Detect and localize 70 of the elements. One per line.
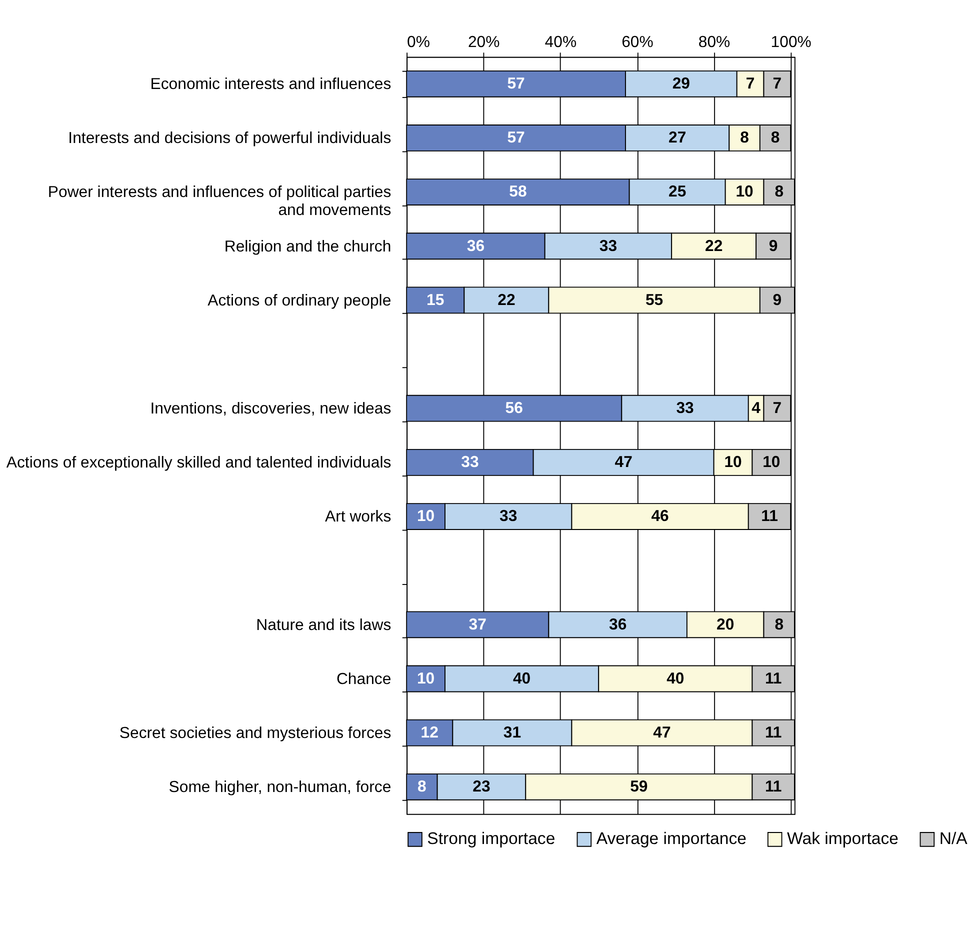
y-tick-label: Some higher, non-human, force [168, 779, 392, 796]
data-label: 7 [772, 400, 782, 418]
y-tick-label: Art works [325, 508, 392, 526]
data-label: 57 [507, 130, 526, 147]
data-label: 11 [764, 724, 782, 742]
data-label: 8 [740, 130, 750, 147]
data-label: 11 [761, 508, 778, 526]
x-tick-label: 100% [770, 34, 812, 52]
data-label: 12 [420, 724, 439, 742]
y-tick-label: Actions of ordinary people [208, 292, 392, 310]
data-label: 8 [418, 778, 427, 796]
data-label: 25 [668, 184, 686, 201]
legend-label: N/A [939, 829, 968, 848]
data-label: 7 [772, 76, 782, 93]
data-label: 15 [426, 292, 444, 309]
data-label: 10 [724, 454, 742, 472]
data-label: 36 [608, 616, 627, 634]
data-label: 23 [472, 778, 490, 796]
data-label: 55 [645, 292, 664, 309]
data-label: 9 [772, 292, 782, 309]
data-label: 33 [676, 400, 694, 418]
data-label: 47 [614, 454, 633, 472]
data-label: 40 [666, 670, 684, 688]
data-label: 33 [500, 508, 518, 526]
legend-label: Average importance [596, 829, 746, 848]
data-label: 11 [764, 670, 782, 688]
data-label: 7 [746, 76, 755, 93]
data-label: 33 [461, 454, 479, 472]
data-label: 10 [736, 184, 754, 201]
data-label: 33 [599, 238, 618, 255]
data-label: 59 [630, 778, 648, 796]
y-tick-label: Actions of exceptionally skilled and talented individuals [6, 454, 392, 472]
data-label: 29 [672, 76, 690, 93]
data-label: 10 [416, 670, 435, 688]
data-label: 31 [503, 724, 522, 742]
data-label: 9 [768, 238, 778, 255]
data-label: 22 [498, 292, 516, 309]
data-label: 57 [507, 76, 526, 93]
y-tick-label: Power interests and influences of political parties and movements [48, 184, 392, 219]
x-tick-label: 0% [407, 34, 430, 52]
y-tick-label: Chance [336, 670, 392, 688]
y-tick-label: Inventions, discoveries, new ideas [150, 400, 392, 418]
y-tick-label: Nature and its laws [256, 616, 392, 634]
y-tick-label: Interests and decisions of powerful individuals [68, 130, 392, 148]
data-label: 40 [512, 670, 531, 688]
legend-label: Strong importace [427, 829, 556, 848]
data-label: 37 [468, 616, 487, 634]
data-label: 10 [416, 508, 435, 526]
data-label: 10 [762, 454, 780, 472]
data-label: 11 [764, 778, 782, 796]
y-tick-label: Secret societies and mysterious forces [119, 724, 392, 742]
data-label: 56 [505, 400, 524, 418]
data-label: 46 [651, 508, 670, 526]
data-label: 4 [752, 400, 761, 418]
y-tick-label: Religion and the church [224, 238, 392, 256]
data-label: 8 [774, 616, 784, 634]
x-tick-label: 20% [468, 34, 500, 52]
y-tick-label: Economic interests and influences [150, 76, 392, 94]
data-label: 8 [770, 130, 780, 147]
data-label: 8 [774, 184, 784, 201]
legend-label: Wak importace [787, 829, 898, 848]
data-label: 27 [668, 130, 686, 147]
x-tick-label: 80% [698, 34, 730, 52]
data-label: 22 [704, 238, 723, 255]
x-tick-label: 40% [544, 34, 577, 52]
data-label: 36 [466, 238, 485, 255]
data-label: 47 [653, 724, 671, 742]
x-tick-label: 60% [622, 34, 654, 52]
data-label: 58 [509, 184, 527, 201]
data-label: 20 [716, 616, 734, 634]
